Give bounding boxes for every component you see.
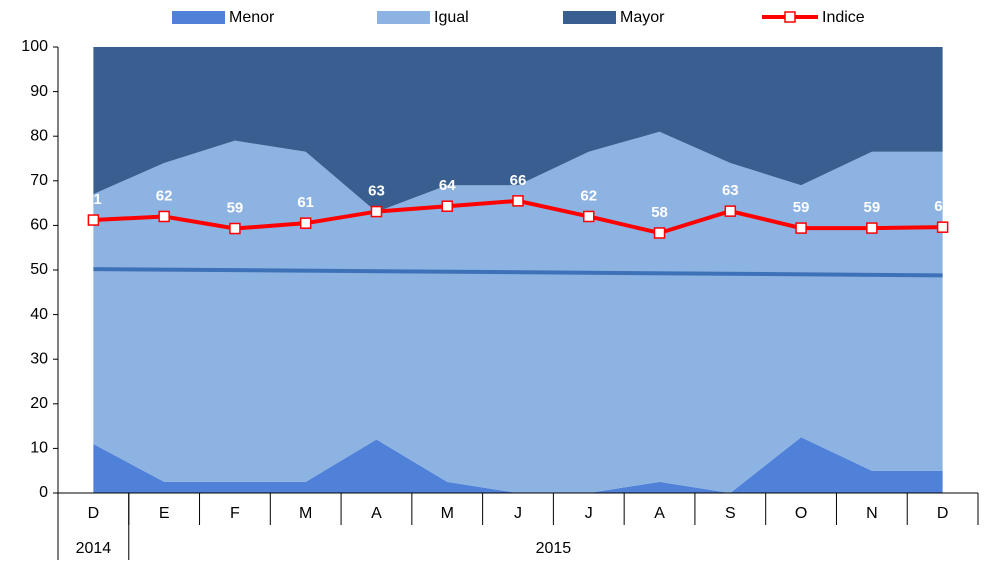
value-label: 61: [297, 194, 314, 211]
marker: [936, 221, 949, 233]
x-tick-label: A: [371, 505, 382, 522]
legend-swatch: [563, 11, 616, 24]
y-tick-label: 0: [39, 484, 48, 501]
y-tick-label: 100: [21, 38, 48, 55]
y-tick-label: 90: [30, 83, 48, 100]
group-label: 2015: [536, 540, 572, 557]
x-tick-label: D: [88, 505, 100, 522]
value-label: 63: [722, 182, 739, 199]
y-tick-label: 10: [30, 440, 48, 457]
value-label: 60: [934, 198, 951, 215]
marker: [299, 217, 312, 229]
x-tick-label: N: [866, 505, 878, 522]
x-tick-label: D: [937, 505, 949, 522]
legend-label: Indice: [822, 9, 865, 26]
marker: [653, 227, 666, 239]
value-label: 62: [156, 187, 173, 204]
marker: [441, 200, 453, 212]
x-tick-label: S: [725, 505, 736, 522]
marker: [87, 214, 100, 226]
value-label: 58: [651, 204, 668, 221]
y-tick-label: 60: [30, 217, 48, 234]
marker: [795, 222, 807, 234]
value-label: 59: [793, 199, 810, 216]
x-tick-label: M: [441, 505, 454, 522]
value-label: 63: [368, 183, 385, 200]
x-tick-label: F: [230, 505, 240, 522]
legend-marker: [784, 11, 796, 23]
marker: [512, 195, 524, 207]
value-label: 59: [864, 199, 881, 216]
x-tick-label: M: [299, 505, 312, 522]
y-tick-label: 30: [30, 350, 48, 367]
x-tick-label: E: [159, 505, 170, 522]
marker: [724, 205, 737, 217]
x-tick-label: O: [795, 505, 807, 522]
y-tick-label: 80: [30, 127, 48, 144]
value-label: 64: [439, 177, 456, 194]
group-label: 2014: [76, 540, 112, 557]
trend-line: [93, 267, 943, 278]
legend-label: Mayor: [620, 9, 665, 26]
marker: [583, 210, 595, 223]
marker: [158, 210, 170, 223]
legend-swatch: [172, 11, 225, 24]
area: [93, 47, 943, 213]
value-label: 62: [580, 187, 597, 204]
x-tick-label: J: [514, 505, 522, 522]
marker: [866, 222, 878, 234]
y-tick-label: 50: [30, 261, 48, 278]
legend-label: Menor: [229, 9, 275, 26]
x-tick-label: J: [585, 505, 593, 522]
marker: [229, 222, 241, 235]
legend-swatch: [377, 11, 430, 24]
value-label: 61: [85, 191, 102, 208]
value-label: 59: [227, 199, 244, 216]
marker: [370, 205, 383, 218]
x-tick-label: A: [654, 505, 665, 522]
legend-label: Igual: [434, 9, 469, 26]
value-label: 66: [510, 172, 527, 189]
area: [93, 437, 943, 493]
y-tick-label: 70: [30, 172, 48, 189]
y-tick-label: 20: [30, 395, 48, 412]
y-tick-label: 40: [30, 306, 48, 323]
